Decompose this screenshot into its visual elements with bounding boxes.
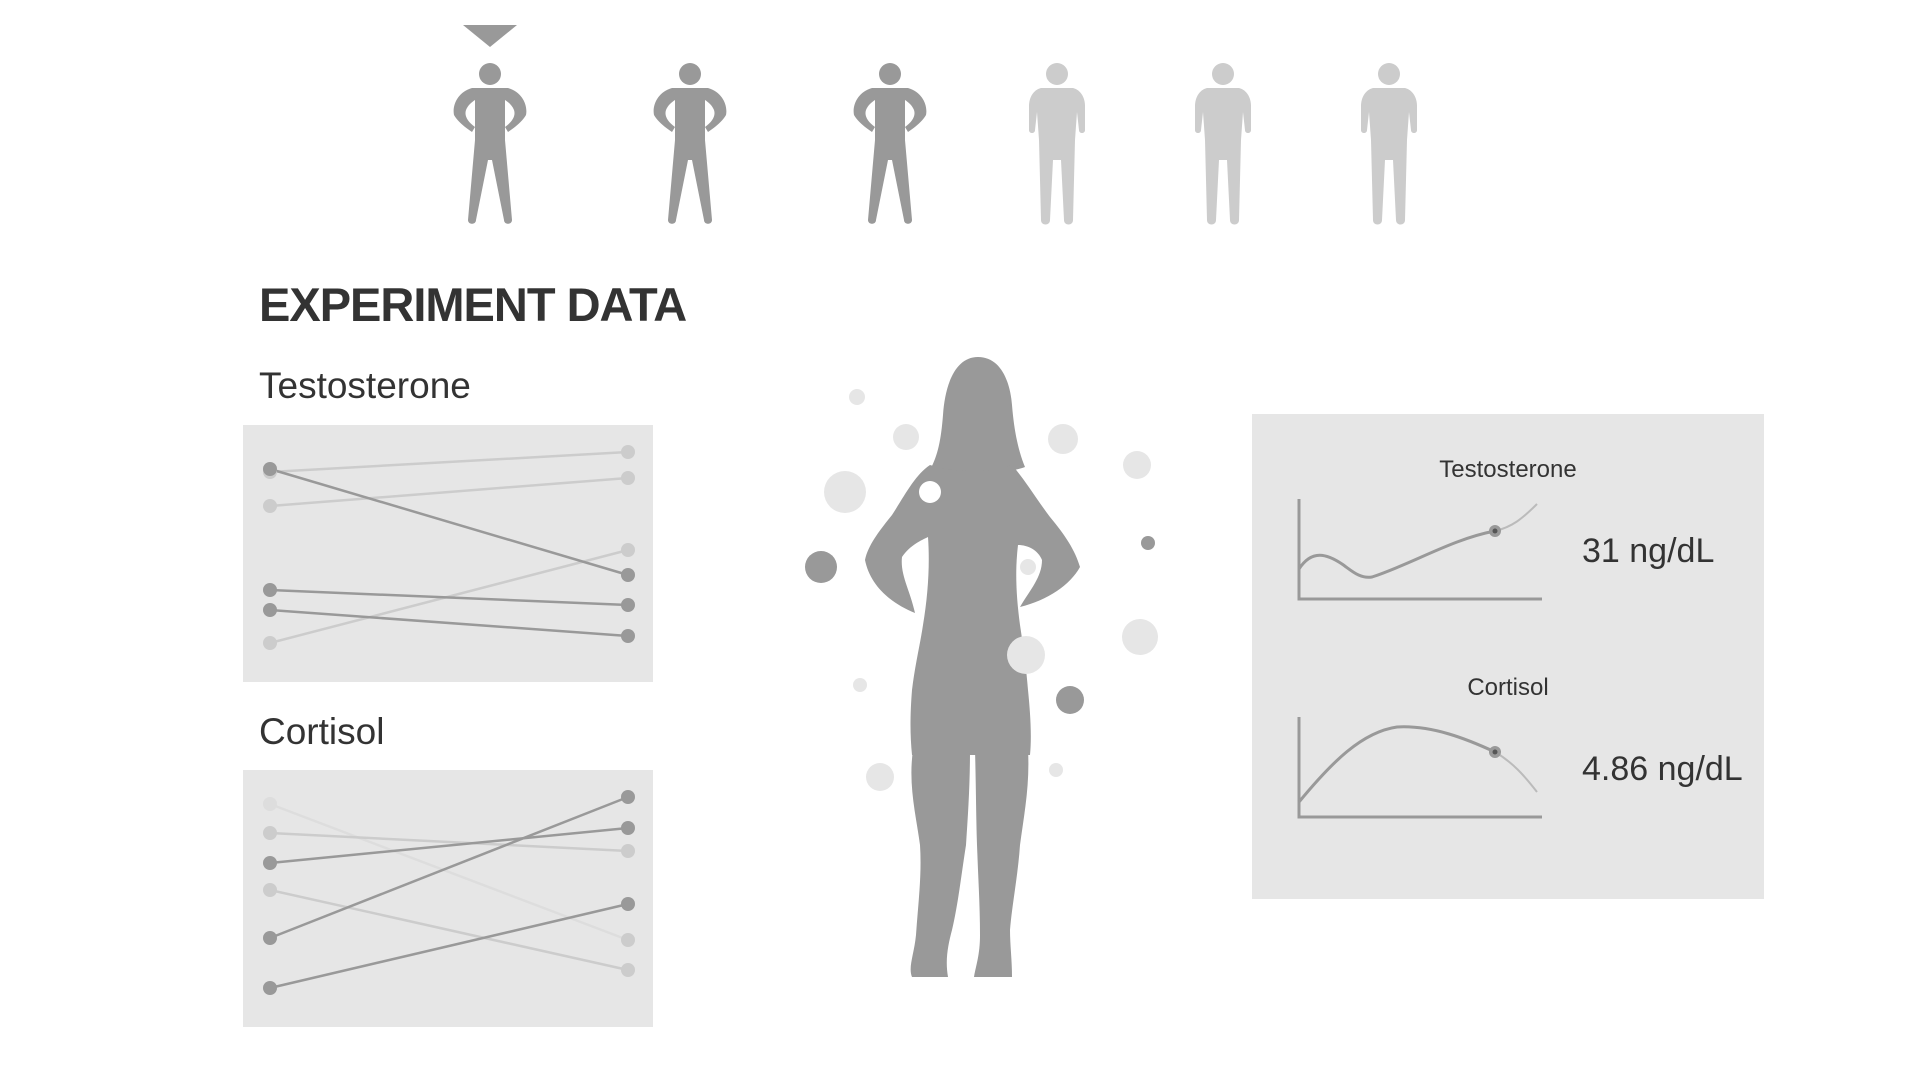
c-trend-line <box>1297 725 1496 803</box>
testosterone-slope-chart <box>243 425 653 682</box>
participant-figure-3[interactable] <box>840 60 940 232</box>
c-line-3 <box>269 888 629 972</box>
c-line-6 <box>269 902 629 990</box>
c-line-1 <box>269 802 629 942</box>
woman-body <box>865 357 1080 977</box>
participant-figure <box>780 345 1180 995</box>
participant-figure-5[interactable] <box>1173 60 1273 232</box>
testosterone-section-label: Testosterone <box>259 365 471 406</box>
participant-figure-6[interactable] <box>1339 60 1439 232</box>
t-line-4 <box>269 467 629 577</box>
cortisol-readout-title: Cortisol <box>1467 674 1549 701</box>
cortisol-slope-svg <box>263 790 635 995</box>
c-line-5 <box>269 795 629 940</box>
page-title: EXPERIMENT DATA <box>259 278 687 331</box>
cortisol-value: 4.86 ng/dL <box>1582 750 1743 788</box>
c-trend-axes <box>1297 717 1542 819</box>
t-line-2 <box>269 476 629 508</box>
t-line-6 <box>269 608 629 638</box>
participant-figure-1[interactable] <box>440 60 540 232</box>
cortisol-trend-chart <box>1297 717 1542 819</box>
t-trend-projection <box>1494 503 1538 532</box>
cortisol-slope-chart <box>243 770 653 1027</box>
t-line-1 <box>269 450 629 474</box>
hormone-readout-panel: Testosterone 31 ng/dL Cortisol 4.86 ng/d… <box>1252 414 1764 899</box>
participant-figure-4[interactable] <box>1007 60 1107 232</box>
t-trend-axes <box>1297 499 1542 601</box>
t-trend-line <box>1297 529 1496 579</box>
woman-silhouette <box>805 357 1158 977</box>
testosterone-readout-title: Testosterone <box>1439 456 1577 483</box>
testosterone-slope-svg <box>263 445 635 650</box>
participant-row <box>453 20 1520 235</box>
hormone-bubbles <box>805 389 1158 791</box>
testosterone-trend-chart <box>1297 499 1542 601</box>
selected-participant-indicator <box>463 25 517 47</box>
t-line-5 <box>269 588 629 607</box>
c-line-2 <box>269 831 629 853</box>
cortisol-section-label: Cortisol <box>259 711 385 752</box>
c-line-4 <box>269 826 629 865</box>
participant-figure-2[interactable] <box>640 60 740 232</box>
c-trend-projection <box>1494 751 1538 793</box>
testosterone-value: 31 ng/dL <box>1582 532 1715 570</box>
